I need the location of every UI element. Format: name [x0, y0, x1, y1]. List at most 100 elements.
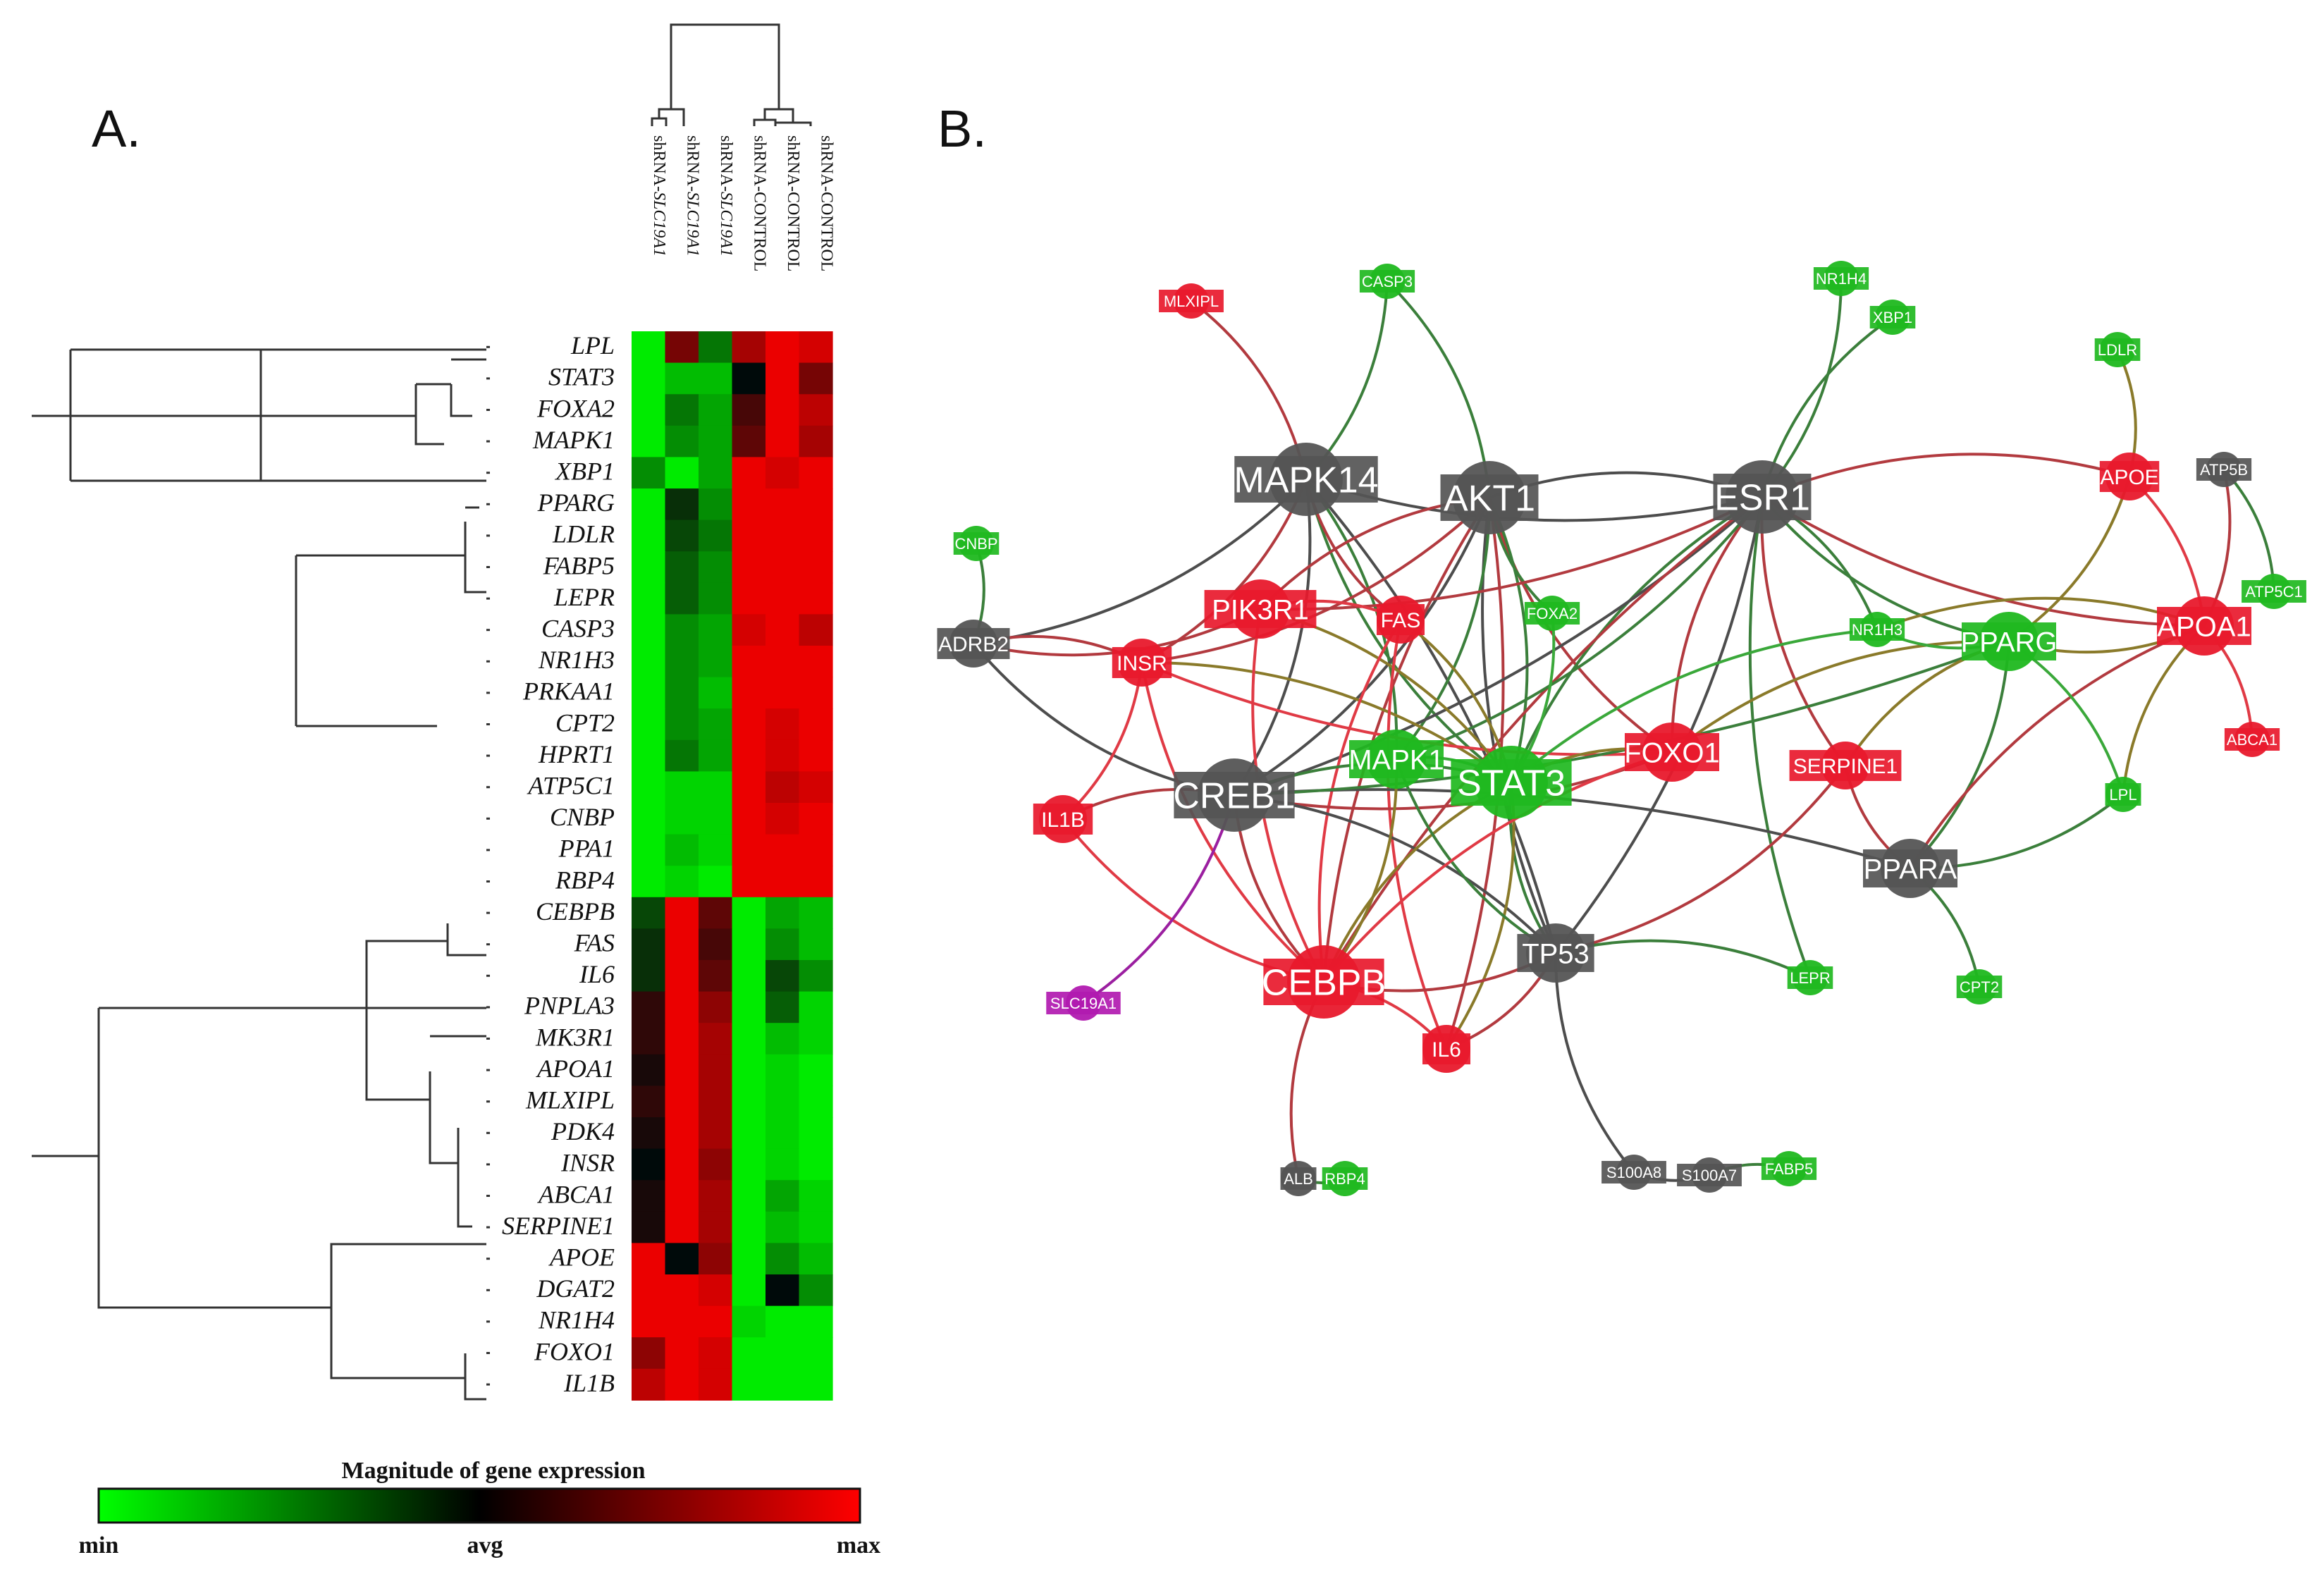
heatmap-cell-abca1-1: [665, 1180, 699, 1212]
node-akt1[interactable]: AKT1: [1440, 461, 1539, 534]
heatmap-cell-ppa1-1: [665, 834, 699, 866]
heatmap-cell-stat3-1: [665, 362, 699, 395]
node-mapk14[interactable]: MAPK14: [1234, 443, 1379, 516]
heatmap-cell-mlxipl-1: [665, 1086, 699, 1118]
heatmap-cell-foxo1-2: [699, 1337, 733, 1370]
heatmap-cell-casp3-5: [799, 614, 833, 646]
heatmap-cell-mk3r1-2: [699, 1023, 733, 1055]
node-atp5c1[interactable]: ATP5C1: [2242, 574, 2306, 609]
heatmap-cell-mlxipl-3: [732, 1086, 766, 1118]
heatmap-cell-xbp1-4: [766, 457, 800, 489]
heatmap-cell-mlxipl-5: [799, 1086, 833, 1118]
node-alb[interactable]: ALB: [1280, 1161, 1317, 1196]
node-label: CEBPB: [1262, 963, 1386, 1004]
node-ldlr[interactable]: LDLR: [2094, 332, 2141, 367]
node-rbp4[interactable]: RBP4: [1322, 1161, 1368, 1196]
edge-fas-cebpb: [1317, 618, 1402, 983]
heatmap-cell-nr1h3-2: [699, 646, 733, 678]
node-label: S100A8: [1606, 1164, 1661, 1181]
node-fabp5[interactable]: FABP5: [1761, 1151, 1817, 1186]
node-insr[interactable]: INSR: [1112, 639, 1172, 687]
row-label-ppa1: PPA1: [558, 835, 615, 863]
heatmap-cell-ppa1-2: [699, 834, 733, 866]
heatmap-cell-lpl-0: [632, 331, 666, 364]
column-label-0: shRNA-SLC19A1: [650, 135, 668, 257]
node-ppara[interactable]: PPARA: [1863, 839, 1957, 898]
heatmap-cell-cnbp-2: [699, 803, 733, 835]
node-cnbp[interactable]: CNBP: [953, 526, 1000, 561]
node-cebpb[interactable]: CEBPB: [1262, 945, 1386, 1019]
heatmap-cell-apoa1-2: [699, 1054, 733, 1086]
node-label-box: [2105, 783, 2141, 806]
node-apoe[interactable]: APOE: [2099, 453, 2160, 500]
node-stat3[interactable]: STAT3: [1451, 746, 1572, 819]
row-label-nr1h3: NR1H3: [538, 646, 615, 674]
edge-akt1-tp53: [1481, 497, 1557, 954]
node-label-box: [1625, 733, 1719, 771]
node-fas[interactable]: FAS: [1377, 596, 1425, 644]
node-lepr[interactable]: LEPR: [1787, 960, 1833, 995]
heatmap-cell-lepr-0: [632, 582, 666, 615]
node-pparg[interactable]: PPARG: [1960, 612, 2058, 671]
heatmap-cell-apoe-1: [665, 1243, 699, 1275]
heatmap-cell-casp3-1: [665, 614, 699, 646]
node-label-box: [2242, 580, 2306, 603]
heatmap-cell-fas-1: [665, 928, 699, 961]
node-xbp1[interactable]: XBP1: [1869, 300, 1916, 335]
node-label: ALB: [1284, 1170, 1313, 1188]
heatmap-cell-il6-4: [766, 960, 800, 992]
node-label-box: [1112, 647, 1172, 678]
heatmap-cells: [632, 331, 833, 1401]
node-mlxipl[interactable]: MLXIPL: [1159, 283, 1224, 319]
node-label: IL6: [1432, 1038, 1461, 1062]
edge-creb1-slc19a1: [1082, 794, 1236, 1004]
node-il1b[interactable]: IL1B: [1033, 795, 1093, 843]
heatmap-cell-foxa2-5: [799, 394, 833, 426]
heatmap-cell-nr1h4-4: [766, 1305, 800, 1338]
node-foxa2[interactable]: FOXA2: [1524, 596, 1580, 631]
heatmap-cell-il6-2: [699, 960, 733, 992]
node-lpl[interactable]: LPL: [2105, 777, 2141, 812]
row-label-insr: INSR: [560, 1149, 615, 1177]
heatmap-cell-nr1h4-0: [632, 1305, 666, 1338]
node-tp53[interactable]: TP53: [1517, 923, 1594, 983]
node-slc19a1[interactable]: SLC19A1: [1046, 985, 1121, 1021]
node-s100a7[interactable]: S100A7: [1677, 1157, 1742, 1193]
heatmap-cell-ldlr-4: [766, 519, 800, 552]
heatmap-cell-lepr-1: [665, 582, 699, 615]
heatmap-cell-fas-5: [799, 928, 833, 961]
node-abca1[interactable]: ABCA1: [2224, 722, 2280, 757]
node-nr1h3[interactable]: NR1H3: [1849, 612, 1905, 647]
edge-ppara-apoa1: [1909, 625, 2205, 870]
node-adrb2[interactable]: ADRB2: [937, 620, 1010, 668]
network-nodes: MAPK14 AKT1 ESR1 CREB1 TP53 PPARA ADRB2 ATP5B AL…: [937, 261, 2306, 1196]
row-label-casp3: CASP3: [541, 615, 615, 643]
node-il6[interactable]: IL6: [1422, 1025, 1470, 1073]
node-pik3r1[interactable]: PIK3R1: [1204, 579, 1317, 639]
heatmap-cell-pparg-3: [732, 488, 766, 521]
node-cpt2[interactable]: CPT2: [1956, 969, 2003, 1004]
node-label: INSR: [1117, 652, 1167, 675]
heatmap-cell-mapk1-5: [799, 425, 833, 457]
heatmap-cell-casp3-3: [732, 614, 766, 646]
row-label-il6: IL6: [579, 960, 615, 988]
node-creb1[interactable]: CREB1: [1173, 758, 1296, 832]
node-label: PIK3R1: [1212, 594, 1309, 625]
column-label-1: shRNA-SLC19A1: [683, 135, 701, 257]
node-esr1[interactable]: ESR1: [1713, 460, 1812, 534]
node-s100a8[interactable]: S100A8: [1601, 1155, 1666, 1190]
heatmap-cell-dgat2-1: [665, 1274, 699, 1307]
heatmap-cell-pnpla3-3: [732, 991, 766, 1023]
node-atp5b[interactable]: ATP5B: [2196, 452, 2252, 487]
heatmap-cell-pdk4-4: [766, 1117, 800, 1150]
node-label: MLXIPL: [1164, 293, 1219, 310]
node-apoa1[interactable]: APOA1: [2157, 596, 2251, 656]
row-label-pdk4: PDK4: [551, 1117, 615, 1145]
node-nr1h4[interactable]: NR1H4: [1813, 261, 1869, 296]
node-casp3[interactable]: CASP3: [1359, 264, 1415, 299]
node-foxo1[interactable]: FOXO1: [1624, 723, 1720, 782]
heatmap-cell-cpt2-0: [632, 708, 666, 741]
node-serpine1[interactable]: SERPINE1: [1789, 742, 1902, 789]
node-mapk1[interactable]: MAPK1: [1348, 730, 1444, 789]
row-label-mapk1: MAPK1: [532, 426, 615, 454]
